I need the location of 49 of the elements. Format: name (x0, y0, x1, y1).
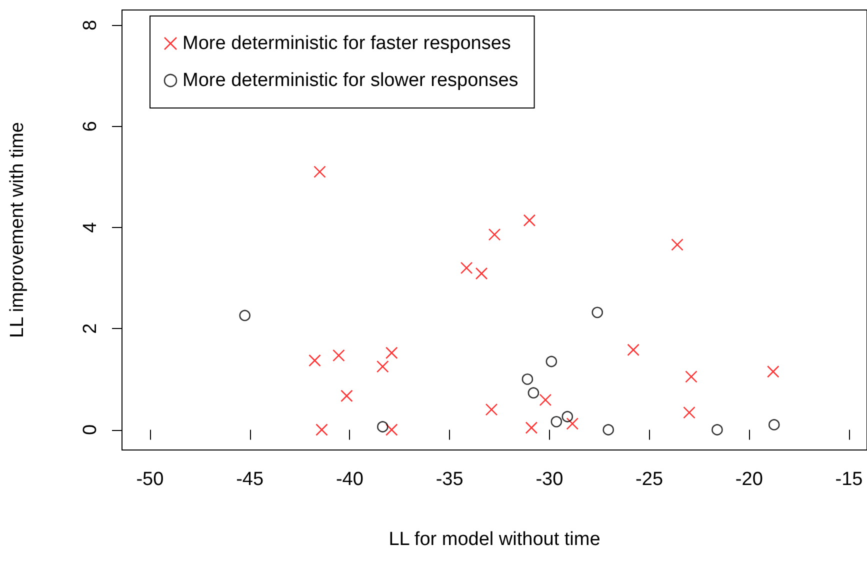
point (460, 262, 473, 274)
point (683, 406, 696, 419)
point (488, 228, 501, 241)
point (546, 356, 558, 368)
x-axis-title: LL for model without time (388, 529, 600, 550)
point (528, 387, 540, 398)
point (522, 374, 534, 385)
point (308, 354, 321, 367)
point (332, 349, 345, 362)
y-tick-label: 2 (80, 323, 101, 334)
y-tick-label: 0 (80, 424, 101, 436)
point (377, 421, 388, 432)
point (766, 365, 780, 378)
x-tick-label: -50 (136, 469, 164, 490)
x-tick-label: -35 (436, 469, 464, 490)
point (685, 370, 698, 383)
point (385, 346, 398, 360)
point (475, 267, 488, 280)
y-tick-label: 4 (80, 222, 101, 233)
point (592, 306, 604, 318)
point (550, 416, 562, 428)
x-tick-label: -45 (236, 469, 264, 490)
point (523, 214, 536, 227)
point (627, 344, 640, 356)
x-tick-label: -15 (835, 469, 863, 490)
y-tick-label: 8 (80, 20, 101, 30)
y-axis-title: LL improvement with time (7, 122, 28, 338)
point (562, 410, 574, 422)
point (376, 360, 389, 373)
x-tick-label: -25 (636, 469, 664, 490)
point (602, 424, 614, 436)
point (525, 422, 538, 434)
point (539, 394, 552, 406)
y-tick-label: 6 (80, 121, 101, 132)
point (239, 310, 250, 322)
point (566, 418, 579, 430)
point (712, 424, 723, 436)
point (385, 424, 398, 436)
x-tick-label: -40 (336, 469, 364, 490)
point (340, 390, 353, 402)
x-tick-label: -20 (735, 469, 763, 490)
point (768, 419, 780, 430)
legend-label: More deterministic for slower responses (182, 70, 518, 91)
point (314, 166, 326, 178)
point (671, 238, 684, 251)
point (316, 424, 328, 436)
legend-label: More deterministic for faster responses (182, 33, 511, 54)
x-tick-label: -30 (536, 469, 564, 490)
point (485, 403, 498, 416)
